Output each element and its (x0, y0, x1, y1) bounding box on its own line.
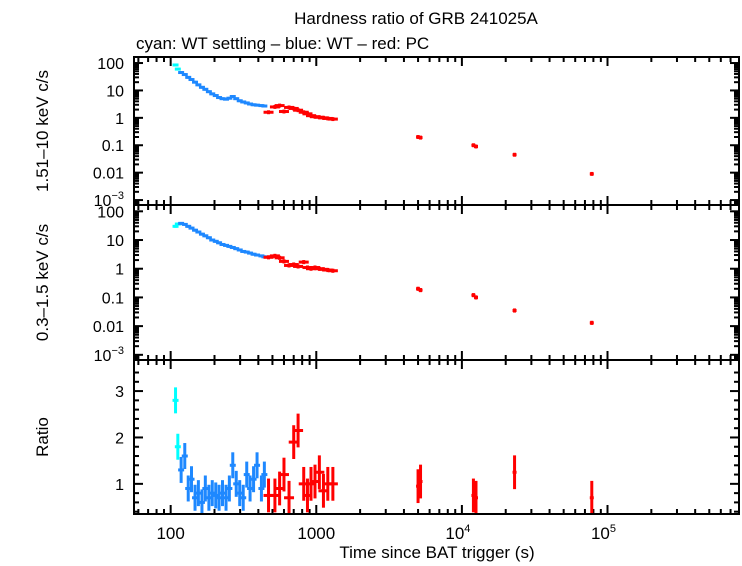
x-tick-label: 1000 (297, 524, 335, 543)
panel-ratio: 1 2 3 Ratio (33, 359, 740, 515)
y-axis-label: 1.51–10 keV c/s (33, 70, 52, 192)
y-tick-label: 1 (115, 477, 124, 494)
y-tick-label: 0.01 (93, 319, 124, 336)
y-axis-label: 0.3–1.5 keV c/s (33, 224, 52, 341)
y-tick-label: 1 (115, 262, 124, 279)
x-axis-label: Time since BAT trigger (s) (339, 543, 534, 562)
panel-soft: 100 10 1 0.1 0.01 10−3 0.3–1.5 keV c/s (33, 204, 740, 365)
y-tick-label: 10 (106, 233, 124, 250)
y-axis-label: Ratio (33, 417, 52, 457)
x-tick-label: 100 (156, 524, 184, 543)
chart-subtitle: cyan: WT settling – blue: WT – red: PC (136, 34, 429, 53)
panel-frame (133, 204, 740, 361)
panel-frame (133, 56, 740, 206)
y-tick-label: 1 (115, 111, 124, 128)
y-tick-label: 2 (115, 430, 124, 447)
x-tick-label: 105 (591, 523, 616, 543)
x-tick-label: 104 (445, 523, 470, 543)
y-tick-label: 0.1 (102, 138, 124, 155)
panel-frame (133, 359, 740, 515)
y-tick-label: 10 (106, 83, 124, 100)
y-tick-label: 100 (97, 56, 124, 73)
y-tick-label: 0.1 (102, 290, 124, 307)
y-tick-label: 3 (115, 384, 124, 401)
y-tick-label: 100 (97, 204, 124, 221)
y-tick-label: 0.01 (93, 166, 124, 183)
chart-title: Hardness ratio of GRB 241025A (294, 9, 538, 28)
y-tick-label: 10−3 (94, 345, 124, 365)
